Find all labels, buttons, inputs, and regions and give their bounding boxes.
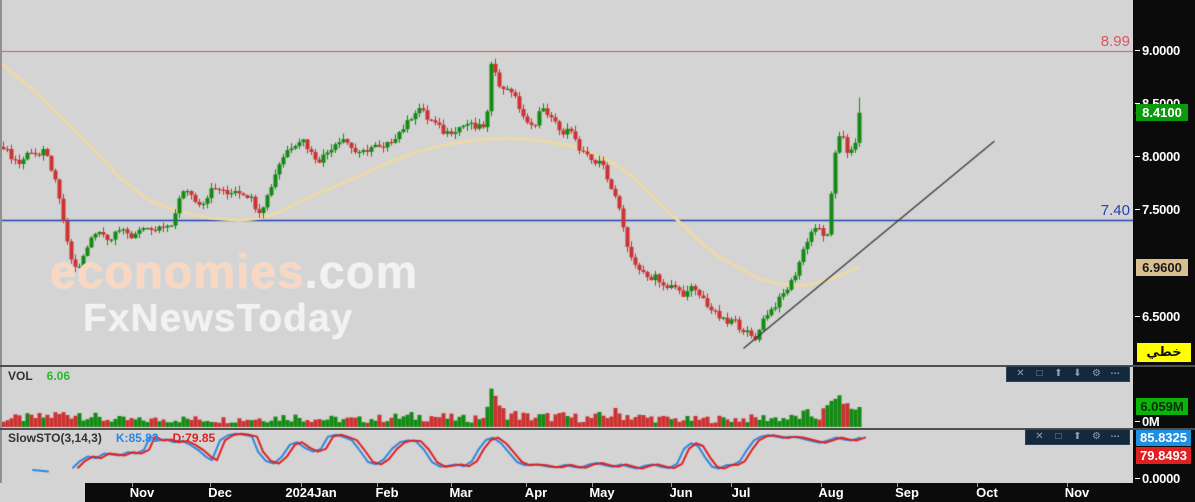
month-label: Oct bbox=[976, 485, 998, 500]
more-icon[interactable]: ▪▪▪ bbox=[1110, 371, 1121, 377]
settings-icon[interactable]: ⚙ bbox=[1092, 368, 1101, 379]
price-tag: 8.4100 bbox=[1135, 104, 1188, 122]
time-axis-tick bbox=[451, 483, 452, 487]
stochastic-panel-toolbar: ✕ □ ⬆ ⚙ ▪▪▪ bbox=[1025, 429, 1130, 445]
time-axis-tick bbox=[977, 483, 978, 487]
month-label: May bbox=[589, 485, 615, 500]
time-axis-tick bbox=[132, 483, 133, 487]
volume-current-value: 6.06 bbox=[46, 369, 71, 383]
stochastic-panel-header: SlowSTO(3,14,3) K:85.83 D:79.85 bbox=[8, 431, 215, 445]
price-tag: 6.059M bbox=[1136, 397, 1188, 415]
month-label: Aug bbox=[818, 485, 844, 500]
close-icon[interactable]: ✕ bbox=[1035, 431, 1044, 442]
panel-separator[interactable] bbox=[0, 428, 1195, 430]
maximize-icon[interactable]: □ bbox=[1055, 431, 1062, 442]
volume-panel-title: VOL bbox=[8, 369, 33, 383]
move-up-icon[interactable]: ⬆ bbox=[1054, 368, 1063, 379]
maximize-icon[interactable]: □ bbox=[1036, 368, 1043, 379]
axis-tick-label: 6.5000 bbox=[1135, 309, 1180, 324]
settings-icon[interactable]: ⚙ bbox=[1092, 431, 1101, 442]
price-tag: 79.8493 bbox=[1136, 446, 1191, 464]
time-axis-tick bbox=[897, 483, 898, 487]
month-label: Sep bbox=[895, 485, 919, 500]
close-icon[interactable]: ✕ bbox=[1016, 368, 1025, 379]
axis-tick-label: 9.0000 bbox=[1135, 43, 1180, 58]
axis-tick-label: 0M bbox=[1135, 414, 1160, 429]
price-tag-pointer bbox=[1129, 106, 1141, 119]
axis-tick-label: 7.5000 bbox=[1135, 202, 1180, 217]
time-axis-tick bbox=[377, 483, 378, 487]
price-tag: 85.8325 bbox=[1136, 428, 1191, 446]
support-line-label: 7.40 bbox=[1100, 202, 1130, 220]
stochastic-k-value: K:85.83 bbox=[115, 431, 159, 445]
time-axis-tick bbox=[671, 483, 672, 487]
axis-tick-label: 0.0000 bbox=[1135, 471, 1180, 486]
month-label: Nov bbox=[129, 485, 155, 500]
axis-tick-label: 8.0000 bbox=[1135, 149, 1180, 164]
volume-panel-header: VOL 6.06 bbox=[8, 369, 70, 383]
more-icon[interactable]: ▪▪▪ bbox=[1110, 434, 1121, 440]
month-label: Jun bbox=[669, 485, 693, 500]
volume-panel-toolbar: ✕ □ ⬆ ⬇ ⚙ ▪▪▪ bbox=[1006, 366, 1130, 382]
time-axis-tick bbox=[526, 483, 527, 487]
resistance-line-label: 8.99 bbox=[1100, 33, 1130, 51]
stochastic-indicator-name: SlowSTO(3,14,3) bbox=[8, 431, 102, 445]
time-axis-tick bbox=[1067, 483, 1068, 487]
stochastic-chart-canvas[interactable] bbox=[0, 430, 1133, 483]
time-axis-tick bbox=[210, 483, 211, 487]
month-label: Dec bbox=[208, 485, 232, 500]
move-up-icon[interactable]: ⬆ bbox=[1073, 431, 1082, 442]
month-label: Mar bbox=[449, 485, 473, 500]
volume-chart-canvas[interactable] bbox=[0, 367, 1133, 428]
time-axis-tick bbox=[301, 483, 302, 487]
time-axis[interactable]: Nov Dec 2024Jan Feb Mar Apr May Jun Jul Aug Sep Oct… bbox=[85, 483, 1195, 502]
candlestick-chart-canvas[interactable] bbox=[0, 0, 1133, 365]
price-tag: 6.9600 bbox=[1136, 258, 1188, 276]
time-axis-tick bbox=[592, 483, 593, 487]
month-label: Nov bbox=[1064, 485, 1090, 500]
move-down-icon[interactable]: ⬇ bbox=[1073, 368, 1082, 379]
month-label: Apr bbox=[524, 485, 548, 500]
panel-separator[interactable] bbox=[0, 365, 1195, 367]
month-label: 2024Jan bbox=[285, 485, 337, 500]
month-label: Jul bbox=[731, 485, 751, 500]
time-axis-tick bbox=[731, 483, 732, 487]
chart-left-border bbox=[0, 0, 2, 483]
time-axis-tick bbox=[821, 483, 822, 487]
chart-style-tag[interactable]: خطي bbox=[1137, 342, 1191, 362]
price-axis[interactable]: 9.0000 8.5000 8.0000 7.5000 6.5000 0M 0.0000 8.… bbox=[1133, 0, 1195, 502]
stochastic-d-value: D:79.85 bbox=[172, 431, 216, 445]
month-label: Feb bbox=[375, 485, 399, 500]
